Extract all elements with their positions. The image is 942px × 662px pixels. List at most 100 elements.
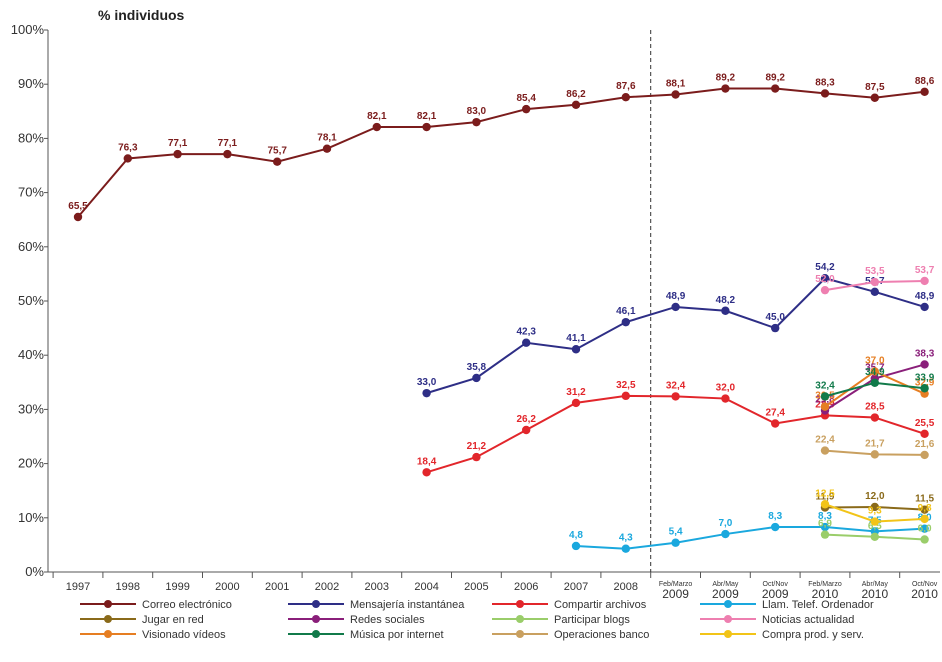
data-label: 35,8 xyxy=(467,362,487,373)
data-point xyxy=(671,392,680,401)
data-point xyxy=(721,84,730,93)
x-tick-label: 1999 xyxy=(165,581,189,593)
data-label: 33,9 xyxy=(915,372,935,383)
data-label: 6,5 xyxy=(868,521,882,532)
y-tick-label: 10% xyxy=(18,510,44,525)
data-point xyxy=(870,532,879,541)
data-point xyxy=(820,274,830,283)
legend-item: Operaciones banco xyxy=(492,629,649,641)
legend-swatch-marker xyxy=(312,630,320,638)
data-point xyxy=(820,89,830,98)
data-point xyxy=(721,529,730,539)
data-point xyxy=(920,535,929,544)
x-tick-sublabel: Abr/May xyxy=(712,581,739,588)
data-label: 11,5 xyxy=(915,494,934,505)
data-label: 48,9 xyxy=(666,291,686,302)
data-label: 53,5 xyxy=(865,266,885,277)
data-label: 7,0 xyxy=(718,518,732,529)
data-point xyxy=(472,117,481,127)
x-tick-label: 2009 xyxy=(762,587,789,601)
data-label: 25,5 xyxy=(915,418,935,429)
series-9: 32,4 34,9 33,9 xyxy=(815,367,935,401)
data-label: 8,3 xyxy=(818,511,832,522)
data-label: 88,3 xyxy=(815,77,835,88)
x-tick-label: 2008 xyxy=(614,581,638,593)
y-tick-label: 30% xyxy=(18,401,44,416)
data-point xyxy=(771,84,780,93)
data-point xyxy=(522,425,531,435)
data-point xyxy=(571,541,581,551)
data-label: 32,0 xyxy=(716,383,736,394)
data-point xyxy=(920,505,929,514)
series-10: 22,4 21,7 21,6 xyxy=(815,435,935,460)
x-tick-label: 2009 xyxy=(662,587,689,601)
data-label: 22,4 xyxy=(815,435,835,446)
legend-item: Compra prod. y serv. xyxy=(700,629,864,641)
data-point xyxy=(870,502,879,512)
data-label: 38,3 xyxy=(915,348,935,359)
x-tick-sublabel: Abr/May xyxy=(862,581,889,588)
data-point xyxy=(721,306,730,315)
legend-item: Visionado vídeos xyxy=(80,629,226,641)
data-point xyxy=(920,276,929,286)
series-1: 33,035,842,341,146,148,948,245,054,251,7… xyxy=(417,262,935,398)
x-tick-label: 2009 xyxy=(712,587,739,601)
data-label: 77,1 xyxy=(168,138,188,149)
data-label: 12,0 xyxy=(865,491,885,502)
series-0: 65,5 76,3 77,1 77,1 75,7 78,1 82,1 82,1 83,0 85,4… xyxy=(68,73,935,222)
data-point xyxy=(422,468,431,477)
data-point xyxy=(771,419,780,428)
legend-label: Mensajería instantánea xyxy=(350,599,465,611)
data-label: 46,1 xyxy=(616,306,636,317)
legend: Correo electrónico Mensajería instantánea… xyxy=(80,599,874,641)
data-point xyxy=(920,429,929,438)
x-tick-label: 2004 xyxy=(414,581,438,593)
y-tick-label: 0% xyxy=(25,564,44,579)
x-tick-label: 2005 xyxy=(464,581,488,593)
data-label: 52,0 xyxy=(815,274,835,285)
x-tick-label: 1997 xyxy=(66,581,90,593)
data-point xyxy=(920,360,929,369)
legend-item: Llam. Telef. Ordenador xyxy=(700,599,874,611)
data-label: 32,4 xyxy=(666,380,686,391)
legend-item: Correo electrónico xyxy=(80,599,232,611)
data-point xyxy=(920,514,929,524)
data-label: 83,0 xyxy=(467,106,487,117)
data-point xyxy=(671,302,680,312)
data-label: 27,4 xyxy=(765,407,785,418)
data-label: 18,4 xyxy=(417,456,437,467)
legend-label: Visionado vídeos xyxy=(142,629,226,641)
data-point xyxy=(870,450,879,459)
data-label: 6,9 xyxy=(818,519,832,530)
data-point xyxy=(870,287,879,296)
x-tick-sublabel: Oct/Nov xyxy=(912,581,938,588)
legend-swatch-marker xyxy=(104,615,112,623)
data-label: 82,1 xyxy=(367,111,387,122)
data-point xyxy=(123,154,132,163)
data-label: 88,1 xyxy=(666,78,686,89)
legend-item: Mensajería instantánea xyxy=(288,599,465,611)
data-point xyxy=(372,122,381,132)
data-label: 21,6 xyxy=(915,439,935,450)
data-point xyxy=(621,317,630,327)
series-line xyxy=(426,394,925,474)
data-label: 26,2 xyxy=(516,414,536,425)
legend-swatch-marker xyxy=(516,630,524,638)
data-label: 54,2 xyxy=(815,262,835,273)
data-label: 86,2 xyxy=(566,89,586,100)
data-point xyxy=(920,302,929,312)
y-tick-label: 80% xyxy=(18,130,44,145)
legend-swatch-marker xyxy=(724,630,732,638)
data-point xyxy=(870,367,879,376)
series-7: 52,0 53,5 53,7 xyxy=(815,265,935,295)
data-point xyxy=(771,323,780,333)
x-tick-sublabel: Oct/Nov xyxy=(763,581,789,588)
data-point xyxy=(472,373,481,383)
data-point xyxy=(621,544,630,553)
data-label: 28,5 xyxy=(865,402,885,413)
data-label: 9,8 xyxy=(918,503,932,514)
data-point xyxy=(920,524,929,533)
data-label: 32,9 xyxy=(915,378,935,389)
legend-swatch-marker xyxy=(104,630,112,638)
